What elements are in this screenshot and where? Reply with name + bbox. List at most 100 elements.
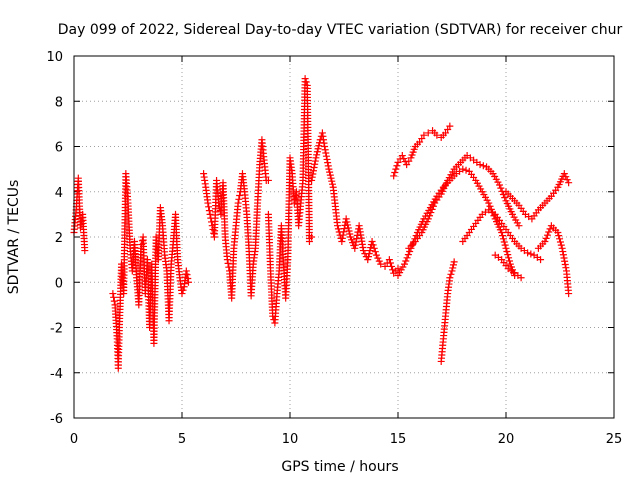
data-point-dense	[410, 145, 418, 153]
data-point	[377, 260, 385, 268]
data-point-dense	[470, 222, 478, 230]
data-point-dense	[555, 232, 563, 240]
data-point-dense	[481, 208, 489, 216]
data-point-dense	[416, 231, 424, 239]
series-pass-17-18	[437, 258, 458, 365]
x-axis-label: GPS time / hours	[281, 459, 398, 475]
x-tick-label: 15	[390, 432, 407, 447]
data-point-dense	[275, 270, 283, 278]
data-point-dense	[515, 242, 523, 250]
data-point	[342, 215, 350, 223]
data-point-dense	[359, 243, 367, 251]
data-point-dense	[423, 218, 431, 226]
data-point-dense	[364, 253, 372, 261]
series-pass-20-23	[502, 170, 573, 223]
data-point-dense	[409, 240, 417, 248]
data-point-dense	[429, 202, 437, 210]
data-point-dense	[393, 162, 401, 170]
data-point	[372, 251, 380, 259]
data-point-dense	[466, 154, 474, 162]
data-point-dense	[221, 230, 229, 238]
data-point-dense	[203, 196, 211, 204]
data-point-dense	[435, 193, 443, 201]
data-point-dense	[388, 262, 396, 270]
data-point-dense	[392, 267, 400, 275]
data-point-dense	[340, 228, 348, 236]
data-point-dense	[175, 271, 183, 279]
data-point	[424, 129, 432, 137]
data-point-dense	[249, 263, 257, 271]
data-point-dense	[470, 173, 478, 181]
data-point-dense	[552, 226, 560, 234]
data-point-dense	[323, 155, 331, 163]
data-point-dense	[501, 241, 509, 249]
data-point-dense	[273, 293, 281, 301]
data-point-dense	[449, 264, 457, 272]
data-point-dense	[539, 240, 547, 248]
data-point-dense	[313, 151, 321, 159]
x-tick-label: 0	[70, 432, 78, 447]
data-point-dense	[205, 203, 213, 211]
data-point-dense	[403, 254, 411, 262]
data-point	[502, 244, 510, 252]
data-point-dense	[559, 248, 567, 256]
data-point-dense	[310, 164, 318, 172]
data-point-dense	[343, 218, 351, 226]
data-point-dense	[503, 247, 511, 255]
data-point-dense	[406, 247, 414, 255]
data-point-dense	[174, 253, 182, 261]
y-tick-label: 6	[55, 141, 63, 156]
y-tick-label: 8	[55, 95, 63, 110]
data-point-dense	[564, 286, 572, 294]
data-point-dense	[506, 192, 514, 200]
data-point-dense	[405, 157, 413, 165]
data-point-dense	[345, 227, 353, 235]
data-point-dense	[81, 244, 89, 252]
data-point-dense	[508, 235, 516, 243]
data-point-dense	[483, 196, 491, 204]
data-point-dense	[326, 171, 334, 179]
data-point-dense	[513, 199, 521, 207]
data-point-dense	[333, 218, 341, 226]
data-point-dense	[542, 234, 550, 242]
data-point	[392, 165, 400, 173]
data-point-dense	[242, 207, 250, 215]
data-point-dense	[160, 248, 168, 256]
data-point-dense	[279, 257, 287, 265]
data-point-dense	[182, 270, 190, 278]
data-point-dense	[110, 297, 118, 305]
data-point-dense	[507, 208, 515, 216]
data-point-dense	[288, 166, 296, 174]
data-point-dense	[346, 230, 354, 238]
data-point-dense	[404, 251, 412, 259]
data-point-dense	[339, 231, 347, 239]
data-point-dense	[352, 238, 360, 246]
data-point-dense	[302, 78, 310, 86]
data-point-dense	[386, 259, 394, 267]
data-point-dense	[344, 221, 352, 229]
data-point-dense	[441, 315, 449, 323]
data-point-dense	[545, 195, 553, 203]
data-point-dense	[502, 225, 510, 233]
data-point-dense	[543, 231, 551, 239]
series-pass-19-21	[491, 251, 525, 282]
data-point-dense	[223, 252, 231, 260]
x-tick-label: 10	[282, 432, 299, 447]
data-point-dense	[230, 247, 238, 255]
y-tick-label: -4	[50, 367, 63, 382]
data-point-dense	[418, 135, 426, 143]
data-point-dense	[311, 157, 319, 165]
data-point-dense	[473, 158, 481, 166]
data-point	[450, 258, 458, 266]
data-point-dense	[374, 254, 382, 262]
data-point-dense	[313, 148, 321, 156]
data-point-dense	[314, 145, 322, 153]
data-point-dense	[501, 194, 509, 202]
data-point-dense	[124, 196, 132, 204]
series-pass-18-21	[459, 206, 545, 264]
series-pass-02-04	[109, 170, 192, 372]
data-point-dense	[463, 231, 471, 239]
data-point-dense	[507, 267, 515, 275]
data-point	[448, 267, 456, 275]
data-point-dense	[426, 212, 434, 220]
